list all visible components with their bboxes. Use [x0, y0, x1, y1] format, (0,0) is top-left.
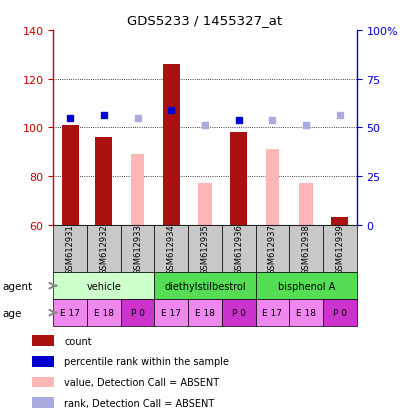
Text: value, Detection Call = ABSENT: value, Detection Call = ABSENT	[64, 377, 219, 387]
Text: GSM612936: GSM612936	[234, 223, 243, 274]
Text: GSM612931: GSM612931	[65, 223, 74, 274]
Text: E 18: E 18	[195, 309, 214, 317]
Bar	[62, 126, 79, 225]
Bar	[32, 356, 54, 367]
Bar	[322, 299, 356, 326]
Bar	[154, 225, 188, 273]
Text: E 18: E 18	[295, 309, 315, 317]
Bar	[130, 155, 144, 225]
Bar	[120, 299, 154, 326]
Text: GSM612933: GSM612933	[133, 223, 142, 274]
Bar	[221, 225, 255, 273]
Text: count: count	[64, 336, 92, 346]
Bar	[230, 133, 247, 225]
Text: E 18: E 18	[94, 309, 114, 317]
Bar	[32, 335, 54, 346]
Text: GSM612932: GSM612932	[99, 223, 108, 274]
Bar	[255, 225, 289, 273]
Bar	[162, 65, 179, 225]
Bar	[255, 273, 356, 299]
Text: GSM612938: GSM612938	[301, 223, 310, 274]
Text: P 0: P 0	[130, 309, 144, 317]
Text: E 17: E 17	[161, 309, 181, 317]
Bar	[95, 138, 112, 225]
Bar	[53, 299, 87, 326]
Text: GDS5233 / 1455327_at: GDS5233 / 1455327_at	[127, 14, 282, 27]
Bar	[53, 225, 87, 273]
Text: rank, Detection Call = ABSENT: rank, Detection Call = ABSENT	[64, 398, 214, 408]
Text: P 0: P 0	[332, 309, 346, 317]
Bar	[299, 184, 312, 225]
Bar	[188, 299, 221, 326]
Text: agent: agent	[2, 281, 32, 291]
Text: GSM612939: GSM612939	[335, 223, 344, 274]
Bar	[289, 225, 322, 273]
Text: vehicle: vehicle	[86, 281, 121, 291]
Text: bisphenol A: bisphenol A	[277, 281, 334, 291]
Text: E 17: E 17	[60, 309, 80, 317]
Bar	[330, 218, 347, 225]
Bar	[221, 299, 255, 326]
Bar	[154, 299, 188, 326]
Bar	[32, 397, 54, 408]
Bar	[255, 299, 289, 326]
Bar	[87, 299, 120, 326]
Bar	[198, 184, 211, 225]
Text: diethylstilbestrol: diethylstilbestrol	[164, 281, 245, 291]
Text: percentile rank within the sample: percentile rank within the sample	[64, 356, 229, 366]
Bar	[120, 225, 154, 273]
Text: GSM612934: GSM612934	[166, 223, 175, 274]
Bar	[322, 225, 356, 273]
Text: GSM612935: GSM612935	[200, 223, 209, 274]
Text: age: age	[2, 308, 21, 318]
Text: P 0: P 0	[231, 309, 245, 317]
Text: GSM612937: GSM612937	[267, 223, 276, 274]
Bar	[53, 273, 154, 299]
Bar	[154, 273, 255, 299]
Bar	[32, 377, 54, 387]
Text: E 17: E 17	[262, 309, 282, 317]
Bar	[265, 150, 279, 225]
Bar	[289, 299, 322, 326]
Bar	[188, 225, 221, 273]
Bar	[87, 225, 120, 273]
